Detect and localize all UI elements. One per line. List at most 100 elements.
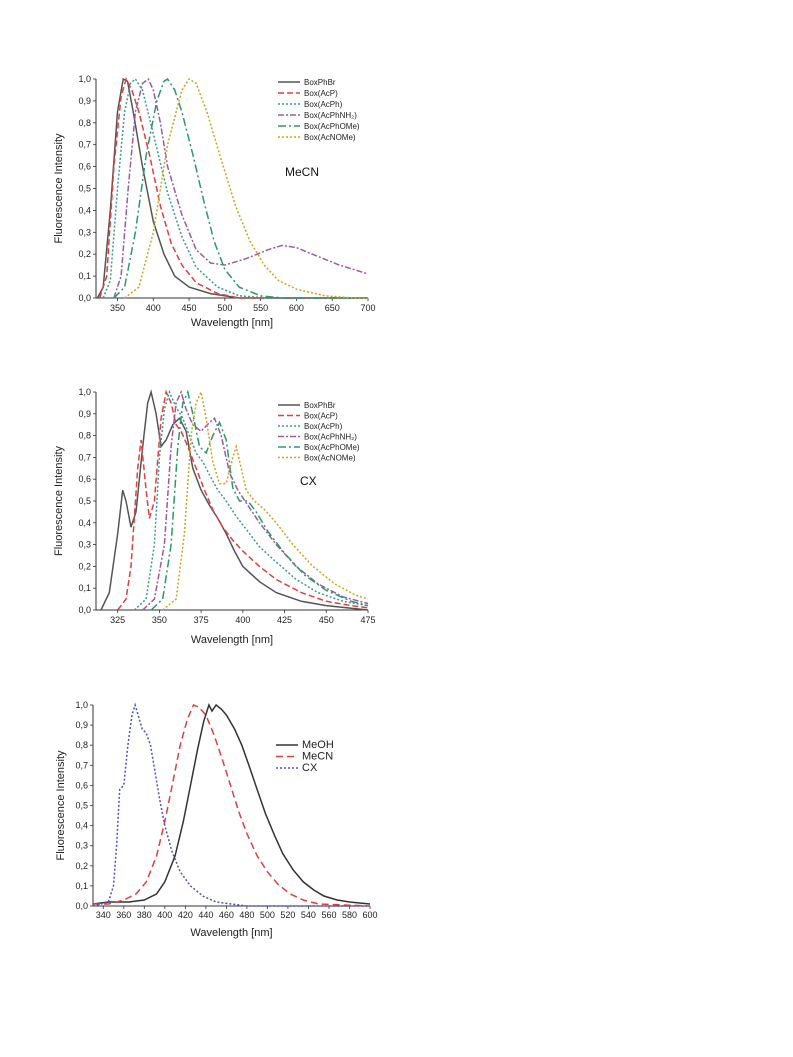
y-axis-title: Fluorescence Intensity <box>55 750 67 861</box>
x-tick-label: 600 <box>289 303 304 313</box>
y-tick-label: 0,1 <box>78 271 91 281</box>
legend-label: Box(AcP) <box>304 412 338 421</box>
x-tick-label: 400 <box>146 303 161 313</box>
series-line-boxacp <box>117 389 369 611</box>
y-tick-label: 0,3 <box>78 540 91 550</box>
series-line-boxacphome <box>150 389 369 611</box>
x-tick-label: 340 <box>96 910 111 920</box>
x-tick-label: 550 <box>253 303 268 313</box>
y-tick-label: 0,0 <box>78 293 91 303</box>
x-tick-label: 700 <box>360 303 375 313</box>
x-tick-label: 460 <box>219 910 234 920</box>
x-tick-label: 425 <box>277 615 292 625</box>
y-tick-label: 0,3 <box>78 227 91 237</box>
x-tick-label: 350 <box>152 615 167 625</box>
y-tick-label: 0,4 <box>78 205 91 215</box>
x-tick-label: 440 <box>198 910 213 920</box>
x-axis-title: Wavelength [nm] <box>191 317 273 329</box>
y-tick-label: 0,5 <box>78 496 91 506</box>
x-tick-label: 500 <box>217 303 232 313</box>
legend-label: Box(AcPhOMe) <box>304 443 360 452</box>
legend-label: Box(AcPhNH₂) <box>304 111 357 120</box>
x-axis-title: Wavelength [nm] <box>190 927 272 939</box>
y-tick-label: 0,8 <box>78 118 91 128</box>
legend-label: CX <box>302 762 318 774</box>
y-tick-label: 0,2 <box>75 861 88 871</box>
series-line-meoh <box>92 703 371 905</box>
series-line-boxacnome <box>124 77 368 299</box>
y-tick-label: 1,0 <box>78 74 91 84</box>
legend-label: BoxPhBr <box>304 401 336 410</box>
y-tick-label: 0,8 <box>78 431 91 441</box>
y-tick-label: 0,4 <box>78 518 91 528</box>
series-line-boxacph <box>133 389 369 611</box>
y-tick-label: 0,2 <box>78 249 91 259</box>
x-tick-label: 375 <box>194 615 209 625</box>
legend-label: MeOH <box>302 739 334 751</box>
x-tick-label: 360 <box>116 910 131 920</box>
y-tick-label: 0,5 <box>75 801 88 811</box>
y-tick-label: 0,7 <box>78 140 91 150</box>
y-tick-label: 0,0 <box>78 605 91 615</box>
series-line-boxacphome <box>113 77 368 299</box>
x-tick-label: 580 <box>342 910 357 920</box>
x-tick-label: 350 <box>110 303 125 313</box>
x-tick-label: 560 <box>321 910 336 920</box>
x-tick-label: 480 <box>239 910 254 920</box>
solvent-annotation: CX <box>300 474 317 488</box>
y-tick-label: 0,6 <box>75 780 88 790</box>
y-axis-title: Fluorescence Intensity <box>53 133 65 244</box>
legend-label: BoxPhBr <box>304 78 336 87</box>
y-tick-label: 0,5 <box>78 184 91 194</box>
legend-label: Box(AcPhNH₂) <box>304 433 357 442</box>
y-tick-label: 0,7 <box>75 760 88 770</box>
y-tick-label: 0,9 <box>78 409 91 419</box>
y-tick-label: 0,2 <box>78 561 91 571</box>
series-line-boxphbr <box>100 389 369 611</box>
y-tick-label: 0,9 <box>75 720 88 730</box>
legend-label: MeCN <box>302 751 333 763</box>
x-tick-label: 450 <box>319 615 334 625</box>
x-tick-label: 520 <box>280 910 295 920</box>
y-tick-label: 0,0 <box>75 901 88 911</box>
legend-label: Box(AcNOMe) <box>304 133 356 142</box>
x-tick-label: 475 <box>360 615 375 625</box>
x-tick-label: 420 <box>178 910 193 920</box>
series-line-boxacph <box>102 77 368 299</box>
series-line-boxacp <box>98 76 368 299</box>
series-line-cx <box>92 702 370 907</box>
x-tick-label: 400 <box>157 910 172 920</box>
x-tick-label: 600 <box>362 910 377 920</box>
y-tick-label: 0,6 <box>78 162 91 172</box>
legend-label: Box(AcPh) <box>304 100 343 109</box>
x-tick-label: 325 <box>110 615 125 625</box>
legend-label: Box(AcPhOMe) <box>304 122 360 131</box>
y-tick-label: 0,3 <box>75 841 88 851</box>
y-tick-label: 0,7 <box>78 452 91 462</box>
series-line-boxacphnh <box>113 77 369 299</box>
y-tick-label: 1,0 <box>78 387 91 397</box>
x-tick-label: 500 <box>260 910 275 920</box>
y-tick-label: 0,8 <box>75 740 88 750</box>
legend-label: Box(AcNOMe) <box>304 454 356 463</box>
chart-2: 0,0 0,1 0,2 0,3 0,4 0,5 0,6 0,7 0,8 0,9 1,0 325 350 3… <box>53 387 376 646</box>
y-tick-label: 0,1 <box>78 583 91 593</box>
solvent-annotation: MeCN <box>285 165 319 179</box>
series-line-mecn <box>93 704 371 907</box>
x-tick-label: 450 <box>182 303 197 313</box>
y-axis-title: Fluorescence Intensity <box>53 445 65 556</box>
chart-3: 0,0 0,1 0,2 0,3 0,4 0,5 0,6 0,7 0,8 0,9 1,0 340 360 3… <box>55 700 378 939</box>
x-tick-label: 650 <box>325 303 340 313</box>
x-tick-label: 380 <box>137 910 152 920</box>
y-tick-label: 1,0 <box>75 700 88 710</box>
x-tick-label: 400 <box>235 615 250 625</box>
legend-label: Box(AcP) <box>304 89 338 98</box>
y-tick-label: 0,4 <box>75 821 88 831</box>
y-tick-label: 0,6 <box>78 474 91 484</box>
y-tick-label: 0,1 <box>75 881 88 891</box>
chart-1: 0,0 0,1 0,2 0,3 0,4 0,5 0,6 0,7 0,8 0,9 1,0 350 400 4… <box>53 74 376 329</box>
x-tick-label: 540 <box>301 910 316 920</box>
series-line-boxacnome <box>162 389 369 611</box>
y-tick-label: 0,9 <box>78 96 91 106</box>
